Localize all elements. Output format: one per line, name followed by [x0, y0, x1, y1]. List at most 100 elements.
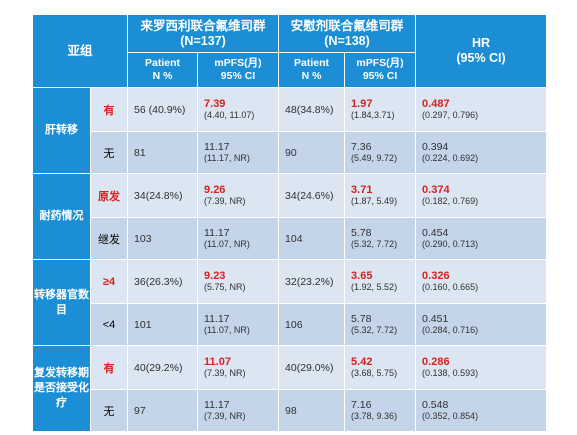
group1-mpfs-ci: (7.39, NR) [204, 196, 246, 206]
subgroup-label: 原发 [89, 173, 129, 218]
group2-mpfs-header: mPFS(月) 95% CI [344, 52, 417, 88]
group2-title: 安慰剂联合氟维司群 [290, 18, 404, 33]
group1-mpfs-ci: (4.40, 11.07) [204, 110, 255, 120]
group1-mpfs-cell: 9.26 (7.39, NR) [197, 173, 280, 218]
hr-value: 0.487 [422, 98, 450, 110]
hr-ci: (0.290, 0.713) [422, 239, 479, 249]
group2-mpfs-cell: 3.65 (1.92, 5.52) [344, 259, 417, 304]
group2-mpfs-cell: 5.42 (3.68, 5.75) [344, 345, 417, 390]
group-label: 耐药情况 [32, 173, 91, 260]
group-label: 肝转移 [32, 87, 91, 174]
subgroup-label: <4 [89, 303, 129, 346]
group2-mpfs-ci: (1.87, 5.49) [351, 196, 398, 206]
hr-cell: 0.548 (0.352, 0.854) [415, 389, 548, 432]
table-row: <4 101 11.17 (11.07, NR) 106 5.78 (5.32, 7.72)… [33, 303, 548, 346]
table-body: 肝转移有 56 (40.9%) 7.39 (4.40, 11.07) 48(34.8%)… [32, 87, 548, 432]
group1-mpfs-ci: (11.17, NR) [204, 153, 250, 163]
group1-mpfs-ci: (7.39, NR) [204, 411, 246, 421]
subgroup-header: 亚组 [31, 14, 129, 88]
group1-mpfs-cell: 7.39 (4.40, 11.07) [197, 87, 280, 132]
group1-mpfs-ci: (11.07, NR) [204, 239, 250, 249]
group2-mpfs: 7.16 [351, 399, 372, 411]
group1-mpfs: 11.17 [204, 399, 230, 411]
group2-mpfs-cell: 3.71 (1.87, 5.49) [344, 173, 417, 218]
hr-value: 0.548 [422, 399, 449, 411]
group1-mpfs: 9.26 [204, 184, 226, 196]
group1-mpfs: 11.17 [204, 227, 230, 239]
group2-patient-count: 98 [278, 389, 346, 432]
group1-title: 来罗西利联合氟维司群 [140, 18, 266, 33]
group-label: 复发转移期是否接受化疗 [32, 345, 91, 432]
group2-mpfs-cell: 7.16 (3.78, 9.36) [344, 389, 417, 432]
group1-patient-count: 97 [127, 389, 199, 432]
hr-value: 0.326 [422, 270, 450, 282]
group1-mpfs-ci: (11.07, NR) [204, 325, 250, 335]
hr-ci: (0.182, 0.769) [422, 196, 479, 206]
group1-patient-count: 81 [127, 131, 199, 174]
group1-mpfs: 11.17 [204, 141, 230, 153]
group2-mpfs: 3.71 [351, 184, 373, 196]
hr-value: 0.286 [422, 356, 450, 368]
subgroup-label: 继发 [89, 217, 129, 260]
group2-patient-count: 106 [278, 303, 346, 346]
group1-patient-count: 103 [127, 217, 199, 260]
group2-n: (N=138) [324, 33, 370, 48]
group2-mpfs-ci: (5.32, 7.72) [351, 325, 398, 335]
group2-mpfs-ci: (1.92, 5.52) [351, 282, 398, 292]
table-row: 转移器官数目 ≥4 36(26.3%) 9.23 (5.75, NR) 32(23.2%)… [32, 259, 548, 346]
subgroup-pfs-table: 亚组 来罗西利联合氟维司群 (N=137) 安慰剂联合氟维司群 (N=138) … [31, 14, 548, 432]
group1-mpfs-header: mPFS(月) 95% CI [197, 52, 280, 88]
hr-value: 0.451 [422, 313, 449, 325]
group2-mpfs: 5.42 [351, 356, 373, 368]
hr-value: 0.394 [422, 141, 449, 153]
group1-mpfs-cell: 11.17 (11.07, NR) [197, 217, 280, 260]
group2-mpfs-ci: (1.84,3.71) [351, 110, 395, 120]
hr-cell: 0.374 (0.182, 0.769) [415, 173, 548, 218]
group1-mpfs: 11.07 [204, 356, 231, 368]
table-row: 无 81 11.17 (11.17, NR) 90 7.36 (5.49, 9.72) 0.3… [33, 131, 548, 174]
group2-mpfs: 1.97 [351, 98, 373, 110]
hr-cell: 0.451 (0.284, 0.716) [415, 303, 548, 346]
hr-ci: (0.138, 0.593) [422, 368, 479, 378]
hr-ci: (0.224, 0.692) [422, 153, 479, 163]
table-row: 无 97 11.17 (7.39, NR) 98 7.16 (3.78, 9.36) 0.54… [33, 389, 548, 432]
group1-mpfs-cell: 9.23 (5.75, NR) [197, 259, 280, 304]
subgroup-label: ≥4 [89, 259, 129, 304]
subgroup-label: 有 [89, 87, 129, 132]
subgroup-label: 无 [89, 131, 129, 174]
group2-patient-count: 104 [278, 217, 346, 260]
group2-mpfs-cell: 5.78 (5.32, 7.72) [344, 217, 417, 260]
group2-mpfs-ci: (5.32, 7.72) [351, 239, 398, 249]
group2-mpfs: 7.36 [351, 141, 372, 153]
hr-title: HR [472, 36, 491, 50]
hr-ci: (0.352, 0.854) [422, 411, 479, 421]
group2-patient-count: 40(29.0%) [278, 345, 346, 390]
group2-mpfs: 3.65 [351, 270, 373, 282]
group1-mpfs-cell: 11.17 (11.07, NR) [197, 303, 280, 346]
group1-patient-count: 34(24.8%) [127, 173, 199, 218]
group1-header: 来罗西利联合氟维司群 (N=137) [127, 14, 280, 53]
hr-cell: 0.326 (0.160, 0.665) [415, 259, 548, 304]
table-row: 耐药情况 原发 34(24.8%) 9.26 (7.39, NR) 34(24.6%) 3.… [32, 173, 548, 260]
group2-header: 安慰剂联合氟维司群 (N=138) [278, 14, 417, 53]
hr-ci: (0.160, 0.665) [422, 282, 479, 292]
group1-patient-count: 56 (40.9%) [127, 87, 199, 132]
group1-mpfs: 9.23 [204, 270, 226, 282]
group1-patient-header: Patient N % [127, 52, 199, 88]
hr-value: 0.374 [422, 184, 450, 196]
group2-mpfs-ci: (3.68, 5.75) [351, 368, 398, 378]
group2-patient-count: 48(34.8%) [278, 87, 346, 132]
group2-mpfs-ci: (3.78, 9.36) [351, 411, 398, 421]
hr-cell: 0.286 (0.138, 0.593) [415, 345, 548, 390]
group2-mpfs: 5.78 [351, 313, 372, 325]
group2-patient-count: 90 [278, 131, 346, 174]
group1-mpfs-ci: (5.75, NR) [204, 282, 246, 292]
group1-mpfs: 11.17 [204, 313, 230, 325]
group-label: 转移器官数目 [32, 259, 91, 346]
group2-mpfs-ci: (5.49, 9.72) [351, 153, 398, 163]
group1-patient-count: 36(26.3%) [127, 259, 199, 304]
hr-ci-label: (95% CI) [456, 51, 506, 65]
table-row: 肝转移有 56 (40.9%) 7.39 (4.40, 11.07) 48(34.8%)… [32, 87, 548, 174]
group2-mpfs: 5.78 [351, 227, 372, 239]
hr-value: 0.454 [422, 227, 449, 239]
